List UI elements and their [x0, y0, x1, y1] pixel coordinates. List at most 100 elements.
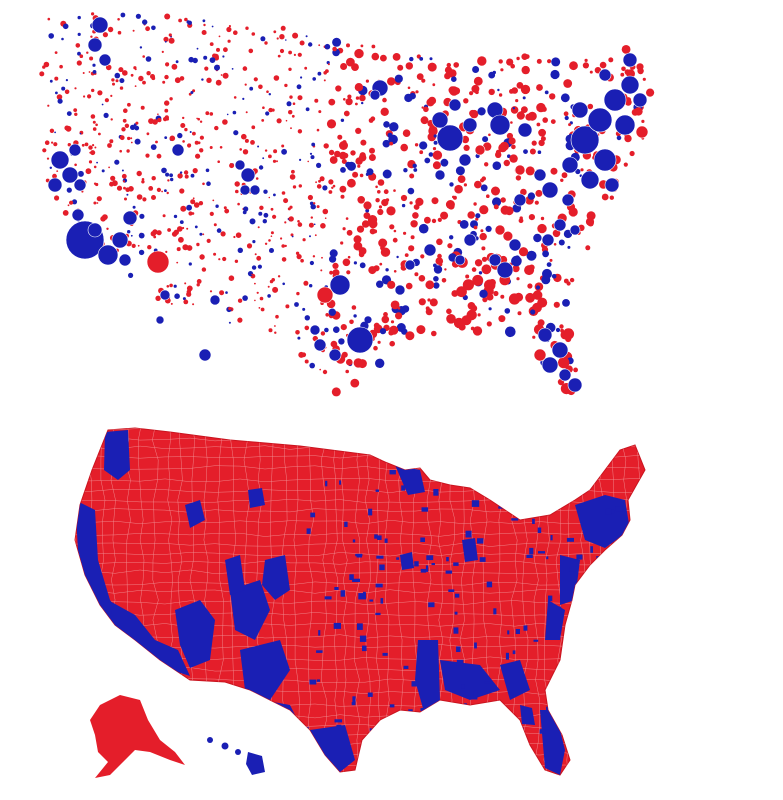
- county-bubble: [222, 256, 227, 262]
- county-bubble: [117, 18, 120, 21]
- county-bubble: [486, 194, 490, 198]
- county-bubble: [296, 84, 302, 90]
- county-bubble: [413, 204, 420, 210]
- county-bubble: [389, 122, 399, 132]
- county-bubble: [281, 191, 286, 195]
- county-bubble: [119, 78, 125, 84]
- county-bubble: [451, 290, 459, 297]
- county-bubble: [218, 258, 221, 261]
- county-bubble: [193, 202, 200, 208]
- county-bubble: [474, 180, 482, 189]
- county-bubble: [523, 149, 528, 155]
- county-bubble: [168, 37, 175, 44]
- county-bubble: [323, 143, 329, 149]
- county-bubble: [346, 161, 356, 171]
- county-bubble: [479, 205, 489, 215]
- blue-county: [428, 602, 435, 608]
- county-bubble: [316, 184, 322, 189]
- county-bubble: [400, 143, 409, 152]
- county-bubble: [318, 179, 321, 183]
- county-bubble: [88, 71, 91, 73]
- county-bubble: [359, 94, 366, 102]
- county-bubble: [346, 229, 353, 236]
- county-bubble: [505, 326, 516, 338]
- county-bubble: [281, 148, 287, 155]
- metro-county-bubble: [209, 294, 221, 306]
- blue-county: [306, 528, 311, 534]
- county-bubble: [346, 358, 353, 366]
- county-bubble: [292, 32, 299, 39]
- county-bubble: [352, 171, 359, 178]
- county-bubble: [552, 229, 561, 238]
- metro-county-bubble: [533, 168, 547, 182]
- county-bubble: [353, 261, 357, 265]
- county-bubble: [435, 257, 444, 265]
- county-bubble: [368, 154, 376, 161]
- county-bubble: [180, 205, 187, 212]
- blue-county: [358, 593, 366, 600]
- blue-county: [374, 534, 378, 539]
- county-bubble: [332, 37, 342, 47]
- county-bubble: [520, 188, 527, 196]
- county-bubble: [203, 23, 206, 27]
- county-bubble: [510, 63, 515, 69]
- county-bubble: [368, 266, 377, 275]
- county-bubble: [54, 51, 58, 54]
- county-bubble: [276, 37, 279, 40]
- blue-county: [414, 561, 419, 567]
- county-bubble: [409, 56, 414, 62]
- county-bubble: [407, 187, 415, 195]
- county-bubble: [288, 67, 292, 72]
- county-bubble: [284, 83, 288, 88]
- blue-county: [616, 555, 622, 561]
- county-bubble: [233, 235, 236, 239]
- county-bubble: [305, 107, 310, 112]
- county-bubble: [427, 298, 431, 302]
- county-bubble: [47, 104, 50, 107]
- county-bubble: [168, 33, 172, 37]
- county-bubble: [95, 123, 98, 127]
- metro-county-bubble: [604, 177, 620, 193]
- county-bubble: [119, 86, 124, 90]
- county-bubble: [263, 212, 269, 218]
- county-bubble: [486, 321, 492, 327]
- county-bubble: [203, 55, 208, 60]
- blue-county: [425, 565, 429, 572]
- metro-county-bubble: [533, 348, 547, 362]
- county-bubble: [127, 230, 131, 234]
- county-bubble: [573, 367, 578, 373]
- county-bubble: [342, 227, 346, 231]
- county-bubble: [415, 90, 419, 94]
- county-bubble: [223, 47, 228, 53]
- metro-county-bubble: [508, 238, 522, 252]
- county-bubble: [313, 202, 316, 205]
- county-bubble: [267, 294, 271, 298]
- county-bubble: [117, 30, 122, 35]
- blue-county: [616, 557, 620, 562]
- county-bubble: [302, 307, 306, 311]
- county-bubble: [294, 302, 299, 307]
- county-bubble: [333, 326, 340, 334]
- county-bubble: [261, 119, 265, 122]
- county-bubble: [162, 80, 166, 84]
- metro-county-bubble: [514, 164, 526, 176]
- blue-county: [448, 589, 455, 592]
- county-bubble: [140, 105, 145, 110]
- county-bubble: [331, 186, 334, 189]
- county-bubble: [170, 302, 173, 305]
- county-bubble: [74, 112, 78, 117]
- blue-county: [599, 676, 603, 682]
- county-bubble: [410, 220, 418, 228]
- county-bubble: [77, 170, 84, 177]
- county-bubble: [429, 298, 438, 307]
- county-bubble: [273, 193, 276, 197]
- county-bubble: [342, 258, 351, 267]
- county-bubble: [59, 64, 63, 69]
- county-bubble: [452, 195, 455, 199]
- county-bubble: [620, 72, 625, 77]
- county-bubble: [67, 143, 72, 147]
- small-county-bubbles: [39, 12, 655, 397]
- county-bubble: [219, 146, 223, 149]
- county-bubble: [369, 147, 375, 154]
- county-bubble: [589, 70, 593, 74]
